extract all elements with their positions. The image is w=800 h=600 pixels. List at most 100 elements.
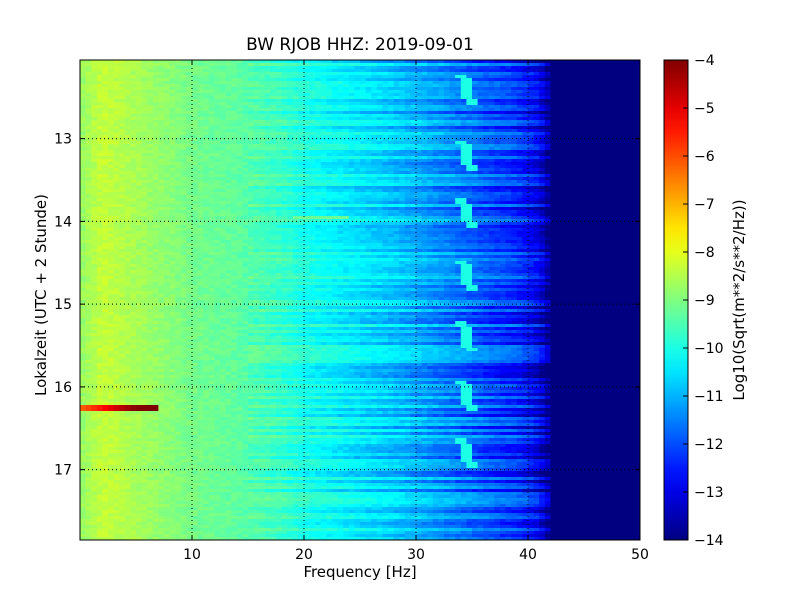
heatmap-cell bbox=[113, 162, 120, 166]
heatmap-cell bbox=[455, 90, 462, 94]
heatmap-cell bbox=[332, 156, 339, 160]
heatmap-cell bbox=[388, 96, 395, 100]
heatmap-cell bbox=[354, 189, 361, 193]
heatmap-cell bbox=[119, 108, 126, 112]
heatmap-cell bbox=[225, 159, 232, 163]
heatmap-cell bbox=[360, 153, 367, 157]
heatmap-cell bbox=[421, 123, 428, 127]
heatmap-cell bbox=[494, 180, 501, 184]
heatmap-cell bbox=[80, 69, 87, 73]
heatmap-cell bbox=[522, 186, 529, 190]
heatmap-cell bbox=[500, 174, 507, 178]
heatmap-cell bbox=[511, 60, 518, 64]
heatmap-cell bbox=[444, 69, 451, 73]
heatmap-cell bbox=[455, 168, 462, 172]
heatmap-cell bbox=[589, 117, 596, 121]
heatmap-cell bbox=[304, 204, 311, 208]
heatmap-cell bbox=[421, 171, 428, 175]
heatmap-cell bbox=[505, 201, 512, 205]
heatmap-cell bbox=[102, 177, 109, 181]
heatmap-cell bbox=[500, 60, 507, 64]
heatmap-cell bbox=[175, 120, 182, 124]
heatmap-cell bbox=[628, 183, 635, 187]
heatmap-cell bbox=[399, 66, 406, 70]
heatmap-cell bbox=[180, 180, 187, 184]
heatmap-cell bbox=[595, 180, 602, 184]
heatmap-cell bbox=[248, 123, 255, 127]
heatmap-cell bbox=[141, 204, 148, 208]
heatmap-cell bbox=[309, 132, 316, 136]
heatmap-cell bbox=[225, 204, 232, 208]
heatmap-cell bbox=[500, 201, 507, 205]
heatmap-cell bbox=[175, 207, 182, 211]
heatmap-cell bbox=[404, 144, 411, 148]
heatmap-cell bbox=[225, 177, 232, 181]
heatmap-cell bbox=[264, 201, 271, 205]
heatmap-cell bbox=[203, 183, 210, 187]
heatmap-cell bbox=[287, 63, 294, 67]
heatmap-cell bbox=[595, 69, 602, 73]
heatmap-cell bbox=[634, 102, 640, 106]
heatmap-cell bbox=[578, 150, 585, 154]
heatmap-cell bbox=[617, 117, 624, 121]
heatmap-cell bbox=[231, 150, 238, 154]
heatmap-cell bbox=[376, 141, 383, 145]
heatmap-cell bbox=[416, 132, 423, 136]
heatmap-cell bbox=[455, 150, 462, 154]
heatmap-cell bbox=[595, 81, 602, 85]
heatmap-cell bbox=[276, 177, 283, 181]
heatmap-cell bbox=[511, 144, 518, 148]
heatmap-cell bbox=[264, 144, 271, 148]
heatmap-cell bbox=[315, 96, 322, 100]
heatmap-cell bbox=[304, 165, 311, 169]
heatmap-cell bbox=[332, 180, 339, 184]
heatmap-cell bbox=[550, 189, 557, 193]
heatmap-cell bbox=[225, 99, 232, 103]
heatmap-cell bbox=[108, 120, 115, 124]
heatmap-cell bbox=[488, 135, 495, 139]
heatmap-cell bbox=[152, 96, 159, 100]
heatmap-cell bbox=[175, 171, 182, 175]
heatmap-cell bbox=[248, 102, 255, 106]
heatmap-cell bbox=[169, 195, 176, 199]
heatmap-cell bbox=[404, 132, 411, 136]
heatmap-cell bbox=[628, 84, 635, 88]
heatmap-cell bbox=[376, 129, 383, 133]
heatmap-cell bbox=[477, 111, 484, 115]
heatmap-cell bbox=[444, 126, 451, 130]
heatmap-cell bbox=[449, 207, 456, 211]
heatmap-cell bbox=[432, 126, 439, 130]
heatmap-cell bbox=[320, 204, 327, 208]
heatmap-cell bbox=[444, 111, 451, 115]
heatmap-cell bbox=[119, 177, 126, 181]
heatmap-cell bbox=[85, 138, 92, 142]
heatmap-cell bbox=[152, 171, 159, 175]
heatmap-cell bbox=[124, 165, 131, 169]
heatmap-cell bbox=[214, 111, 221, 115]
heatmap-cell bbox=[522, 114, 529, 118]
heatmap-cell bbox=[477, 162, 484, 166]
heatmap-cell bbox=[528, 162, 535, 166]
heatmap-cell bbox=[550, 63, 557, 67]
heatmap-cell bbox=[561, 180, 568, 184]
heatmap-cell bbox=[421, 108, 428, 112]
heatmap-cell bbox=[253, 177, 260, 181]
heatmap-cell bbox=[483, 147, 490, 151]
heatmap-cell bbox=[214, 132, 221, 136]
heatmap-cell bbox=[449, 108, 456, 112]
heatmap-cell bbox=[281, 72, 288, 76]
heatmap-cell bbox=[276, 75, 283, 79]
heatmap-cell bbox=[236, 87, 243, 91]
heatmap-cell bbox=[623, 69, 630, 73]
heatmap-cell bbox=[444, 207, 451, 211]
heatmap-cell bbox=[270, 99, 277, 103]
heatmap-cell bbox=[231, 171, 238, 175]
heatmap-cell bbox=[259, 63, 266, 67]
heatmap-cell bbox=[539, 105, 546, 109]
heatmap-cell bbox=[432, 144, 439, 148]
heatmap-cell bbox=[460, 150, 467, 154]
heatmap-cell bbox=[326, 207, 333, 211]
heatmap-cell bbox=[253, 135, 260, 139]
heatmap-cell bbox=[259, 96, 266, 100]
heatmap-cell bbox=[528, 117, 535, 121]
